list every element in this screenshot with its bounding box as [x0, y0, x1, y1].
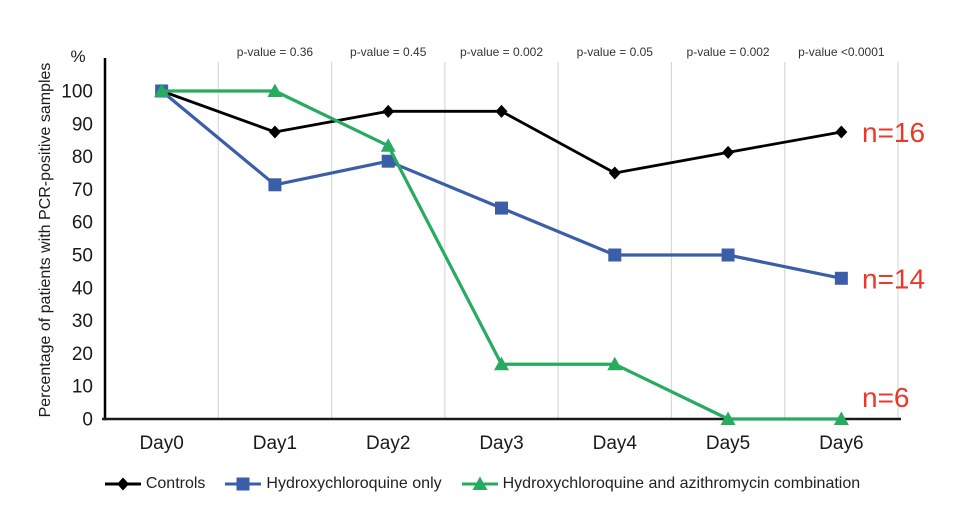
legend-marker	[472, 476, 488, 490]
y-tick-label: 10	[72, 377, 93, 398]
x-tick-label: Day0	[139, 433, 183, 454]
legend-item-hydroxychloroquine-and-azithromycin-combination: Hydroxychloroquine and azithromycin comb…	[461, 475, 861, 493]
y-tick-label: 0	[82, 410, 93, 431]
marker-diamond	[268, 125, 281, 139]
triangle-icon	[461, 476, 498, 490]
y-tick-label: 60	[72, 213, 93, 234]
y-tick-label: 50	[72, 246, 93, 267]
p-value-label: p-value = 0.002	[460, 45, 543, 59]
p-value-label: p-value = 0.36	[237, 45, 314, 59]
marker-diamond	[495, 104, 508, 118]
y-tick-label: 100	[61, 82, 93, 103]
marker-triangle	[380, 138, 396, 152]
marker-triangle	[154, 83, 170, 97]
marker-diamond	[608, 166, 621, 180]
p-value-label: p-value <0.0001	[798, 45, 885, 59]
marker-diamond	[835, 125, 848, 139]
legend-marker	[236, 477, 250, 491]
marker-square	[495, 201, 508, 215]
x-tick-label: Day4	[593, 433, 638, 454]
n-count-label: n=16	[862, 117, 925, 148]
marker-triangle	[267, 83, 283, 97]
marker-square	[381, 154, 395, 168]
marker-square	[608, 248, 622, 262]
y-tick-label: 40	[72, 278, 93, 299]
x-tick-label: Day2	[366, 433, 410, 454]
y-tick-label: 20	[72, 344, 93, 365]
p-value-label: p-value = 0.002	[687, 45, 770, 59]
marker-diamond	[382, 104, 395, 118]
legend-label: Hydroxychloroquine only	[266, 475, 442, 492]
x-tick-label: Day6	[819, 433, 863, 454]
marker-triangle	[494, 356, 509, 371]
legend-marker	[116, 477, 129, 491]
y-tick-label: 80	[72, 147, 93, 168]
series-line	[161, 89, 842, 175]
series-line	[160, 89, 842, 280]
marker-square	[834, 271, 848, 285]
legend-label: Hydroxychloroquine and azithromycin comb…	[502, 475, 861, 492]
y-tick-label: 30	[72, 311, 93, 332]
chart-legend: Controls Hydroxychloroquine only Hydroxych…	[0, 469, 964, 499]
diamond-icon	[104, 477, 141, 491]
marker-triangle	[720, 411, 736, 425]
n-count-label: n=6	[862, 382, 910, 413]
x-tick-label: Day1	[253, 433, 297, 454]
square-icon	[225, 477, 262, 491]
series-hydroxychloroquine-and-azithromycin-combination	[154, 83, 849, 425]
y-axis-unit-label: %	[70, 47, 85, 66]
series-hydroxychloroquine-only	[155, 84, 848, 285]
marker-triangle	[833, 411, 849, 425]
marker-diamond	[722, 145, 735, 159]
p-value-label: p-value = 0.45	[350, 45, 427, 59]
legend-label: Controls	[145, 475, 206, 492]
y-tick-label: 90	[72, 114, 93, 135]
y-tick-label: 70	[72, 180, 93, 201]
y-axis-title: Percentage of patients with PCR-positive…	[37, 63, 54, 418]
series-controls	[155, 84, 848, 180]
x-tick-label: Day5	[706, 433, 750, 454]
marker-triangle	[607, 356, 623, 371]
n-count-label: n=14	[862, 263, 925, 294]
legend-item-controls: Controls	[104, 475, 206, 493]
legend-item-hydroxychloroquine-only: Hydroxychloroquine only	[224, 475, 442, 493]
p-value-label: p-value = 0.05	[577, 45, 654, 59]
marker-square	[268, 178, 282, 192]
marker-square	[721, 248, 735, 262]
x-tick-label: Day3	[479, 433, 523, 454]
